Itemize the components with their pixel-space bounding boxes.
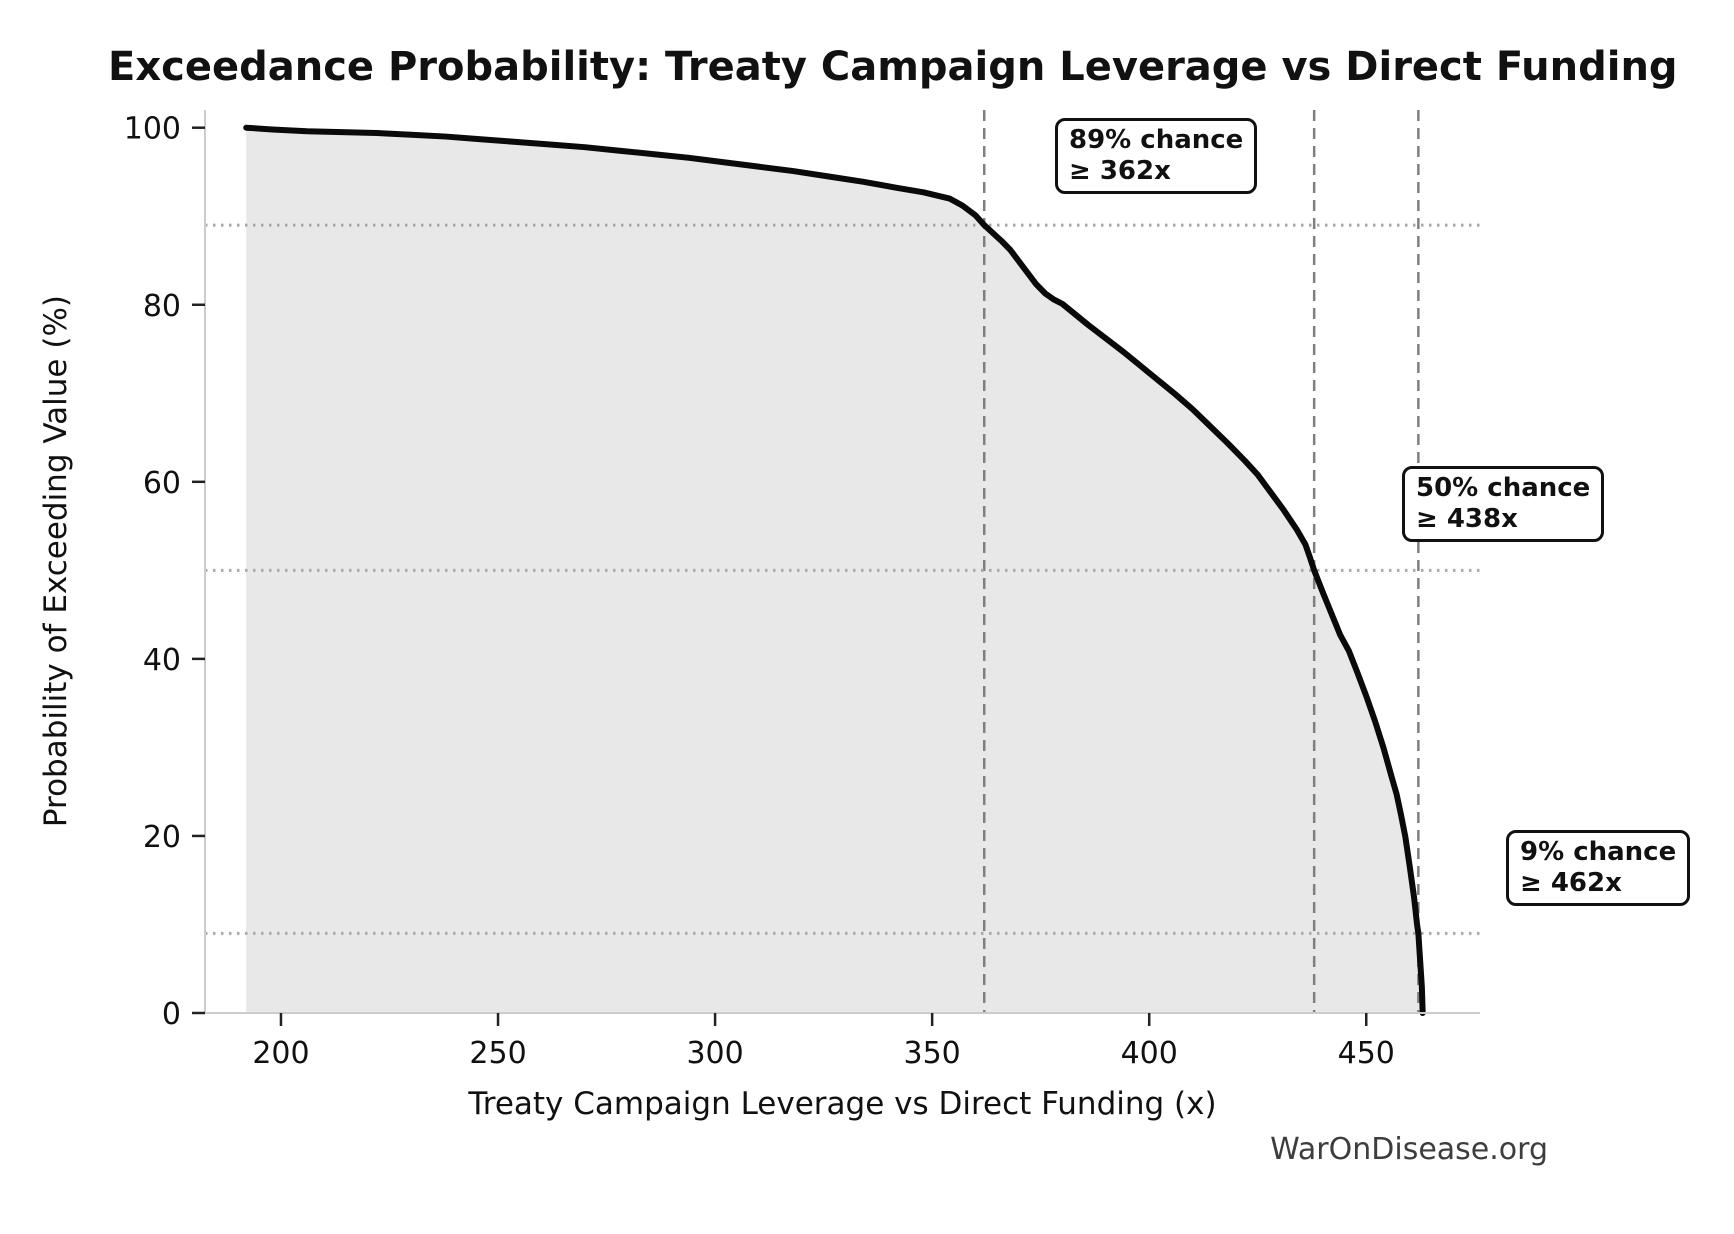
axis-layer: [204, 110, 1480, 1014]
watermark: WarOnDisease.org: [1270, 1132, 1548, 1167]
x-tick-label: 200: [252, 1036, 309, 1071]
area-fill-layer: [246, 127, 1423, 1014]
x-tick-label: 300: [686, 1036, 743, 1071]
x-axis-label: Treaty Campaign Leverage vs Direct Fundi…: [468, 1086, 1217, 1122]
annotation-line1: 89% chance: [1069, 125, 1244, 155]
tick-labels-layer: 200 250 300 350 400 450 0 20 40 60 80 100: [124, 112, 1395, 1071]
annotation-line2: ≥ 362x: [1069, 156, 1171, 186]
annotation-50-percent: 50% chance ≥ 438x: [1402, 466, 1605, 542]
annotation-89-percent: 89% chance ≥ 362x: [1055, 118, 1258, 194]
y-axis-label: Probability of Exceeding Value (%): [38, 295, 74, 828]
y-tick-label: 0: [162, 997, 181, 1032]
y-tick-label: 100: [124, 112, 181, 147]
annotation-line2: ≥ 462x: [1520, 868, 1622, 898]
exceedance-curve: [243, 124, 1426, 1016]
x-tick-label: 450: [1338, 1036, 1395, 1071]
curve-layer: [243, 124, 1426, 1016]
x-tick-label: 350: [904, 1036, 961, 1071]
y-tick-label: 60: [143, 466, 181, 501]
y-tick-label: 20: [143, 820, 181, 855]
tick-marks-layer: [192, 126, 1368, 1026]
chart-title: Exceedance Probability: Treaty Campaign …: [108, 44, 1678, 90]
x-tick-label: 400: [1121, 1036, 1178, 1071]
y-tick-label: 40: [143, 643, 181, 678]
y-axis-label-wrap: Probability of Exceeding Value (%): [34, 110, 78, 1013]
annotation-9-percent: 9% chance ≥ 462x: [1506, 830, 1691, 906]
annotation-line1: 50% chance: [1416, 473, 1591, 503]
x-tick-label: 250: [469, 1036, 526, 1071]
y-tick-label: 80: [143, 289, 181, 324]
annotation-line2: ≥ 438x: [1416, 504, 1518, 534]
area-fill: [246, 127, 1423, 1014]
annotation-line1: 9% chance: [1520, 837, 1677, 867]
